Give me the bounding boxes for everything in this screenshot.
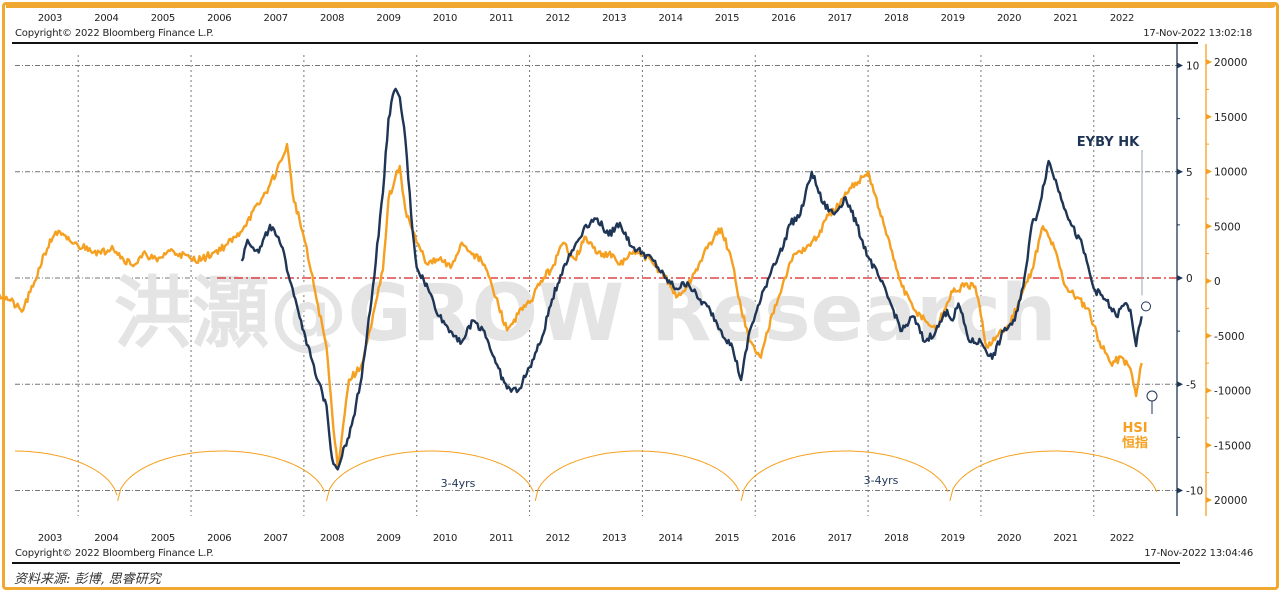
top-year-label: 2003	[37, 13, 63, 24]
right-tick-label: 0	[1214, 276, 1221, 288]
cycle-label-2: 3-4yrs	[864, 474, 899, 487]
top-year-label: 2008	[319, 13, 345, 24]
left-tick-label: -10	[1186, 486, 1203, 498]
right-tick-label: 15000	[1214, 112, 1247, 124]
right-tick-label: 5000	[1214, 221, 1241, 233]
eyby-label: EYBY HK	[1077, 135, 1140, 150]
series-lines	[0, 87, 1158, 471]
series-line-eyby-hk	[240, 87, 1143, 471]
right-tick-marker	[1206, 223, 1212, 230]
top-rule	[12, 42, 1198, 44]
top-year-label: 2014	[658, 13, 683, 24]
bottom-year-label: 2016	[771, 533, 796, 544]
top-year-label: 2013	[602, 13, 627, 24]
right-tick-label: -5000	[1214, 331, 1245, 343]
right-tick-marker	[1206, 387, 1212, 394]
hsi-cn-label: 恒指	[1122, 435, 1148, 451]
cycle-arcs	[14, 450, 1158, 502]
left-tick-label: 0	[1186, 273, 1193, 285]
bottom-year-label: 2003	[37, 533, 63, 544]
cycle-arc	[740, 450, 949, 502]
grid-lines	[15, 55, 1177, 516]
bottom-year-label: 2006	[207, 533, 232, 544]
bottom-year-label: 2004	[94, 533, 119, 544]
bottom-year-label: 2021	[1053, 533, 1078, 544]
right-tick-marker	[1206, 113, 1212, 120]
series-line-hsi	[0, 142, 1143, 469]
right-tick-marker	[1206, 59, 1212, 65]
bottom-year-label: 2019	[940, 533, 966, 544]
top-year-label: 2005	[150, 13, 176, 24]
right-tick-label: -10000	[1214, 386, 1251, 398]
left-tick-label: 10	[1186, 61, 1199, 73]
hsi-end-marker	[1146, 390, 1158, 402]
bottom-year-label: 2018	[884, 533, 909, 544]
top-year-label: 2020	[997, 13, 1022, 24]
bottom-timestamp: 17-Nov-2022 13:04:46	[1144, 548, 1253, 559]
right-tick-label: -15000	[1214, 440, 1251, 452]
hsi-label: HSI	[1122, 421, 1147, 436]
left-tick-label: 5	[1186, 167, 1193, 179]
top-copyright: Copyright© 2022 Bloomberg Finance L.P.	[15, 28, 214, 39]
bottom-year-label: 2009	[376, 533, 401, 544]
top-year-label: 2016	[771, 13, 796, 24]
top-year-label: 2006	[207, 13, 232, 24]
cycle-arc	[14, 450, 118, 496]
cycle-label-1: 3-4yrs	[441, 477, 476, 490]
bottom-rule	[12, 562, 1180, 564]
top-year-label: 2018	[884, 13, 909, 24]
top-timestamp: 17-Nov-2022 13:02:18	[1143, 28, 1252, 39]
bottom-copyright: Copyright© 2022 Bloomberg Finance L.P.	[15, 548, 214, 559]
right-tick-marker	[1206, 332, 1212, 339]
top-strip	[6, 0, 1276, 8]
bottom-year-label: 2012	[545, 533, 571, 544]
top-year-label: 2015	[714, 13, 740, 24]
right-tick-label: 20000	[1214, 495, 1247, 507]
right-tick-label: 10000	[1214, 167, 1247, 179]
top-year-label: 2009	[376, 13, 401, 24]
bottom-year-label: 2020	[997, 533, 1022, 544]
cycle-arc	[117, 450, 326, 502]
cycle-arc	[949, 450, 1158, 502]
left-tick-marker	[1177, 62, 1183, 69]
right-tick-marker	[1206, 497, 1212, 503]
source-note: 资料来源: 彭博, 思睿研究	[14, 572, 161, 587]
top-year-label: 2021	[1053, 13, 1078, 24]
bottom-year-label: 2008	[319, 533, 345, 544]
top-year-label: 2022	[1109, 13, 1135, 24]
top-year-label: 2011	[489, 13, 514, 24]
right-tick-label: 20000	[1214, 57, 1247, 69]
top-year-label: 2012	[545, 13, 571, 24]
right-tick-marker	[1206, 442, 1212, 449]
left-tick-marker	[1177, 275, 1183, 281]
annotations: EYBY HK HSI 恒指 3-4yrs 3-4yrs	[441, 135, 1148, 490]
left-tick-label: -5	[1186, 379, 1196, 391]
right-tick-marker	[1206, 168, 1212, 175]
eyby-end-marker	[1141, 301, 1151, 312]
left-tick-marker	[1177, 168, 1183, 175]
bottom-year-label: 2010	[432, 533, 458, 544]
bottom-year-label: 2022	[1109, 533, 1135, 544]
left-tick-marker	[1177, 487, 1183, 494]
left-tick-marker	[1177, 381, 1183, 388]
watermark: 洪灝@GROW Research	[114, 269, 1057, 359]
bottom-year-label: 2013	[602, 533, 627, 544]
bottom-year-label: 2005	[150, 533, 176, 544]
top-year-label: 2007	[263, 13, 289, 24]
top-year-label: 2017	[827, 13, 853, 24]
top-year-label: 2019	[940, 13, 966, 24]
right-tick-marker	[1206, 278, 1212, 284]
bottom-year-label: 2014	[658, 533, 683, 544]
cycle-arc	[326, 450, 534, 502]
bottom-year-label: 2015	[714, 533, 740, 544]
top-year-label: 2004	[94, 13, 119, 24]
bottom-year-label: 2011	[489, 533, 514, 544]
top-year-label: 2010	[432, 13, 458, 24]
axes: 10 5 0 -5 -10 20000 15000 10000 5000 0 -5000 -10000…	[1176, 44, 1251, 516]
bottom-year-label: 2007	[263, 533, 289, 544]
cycle-arc	[534, 450, 740, 502]
bottom-year-label: 2017	[827, 533, 853, 544]
